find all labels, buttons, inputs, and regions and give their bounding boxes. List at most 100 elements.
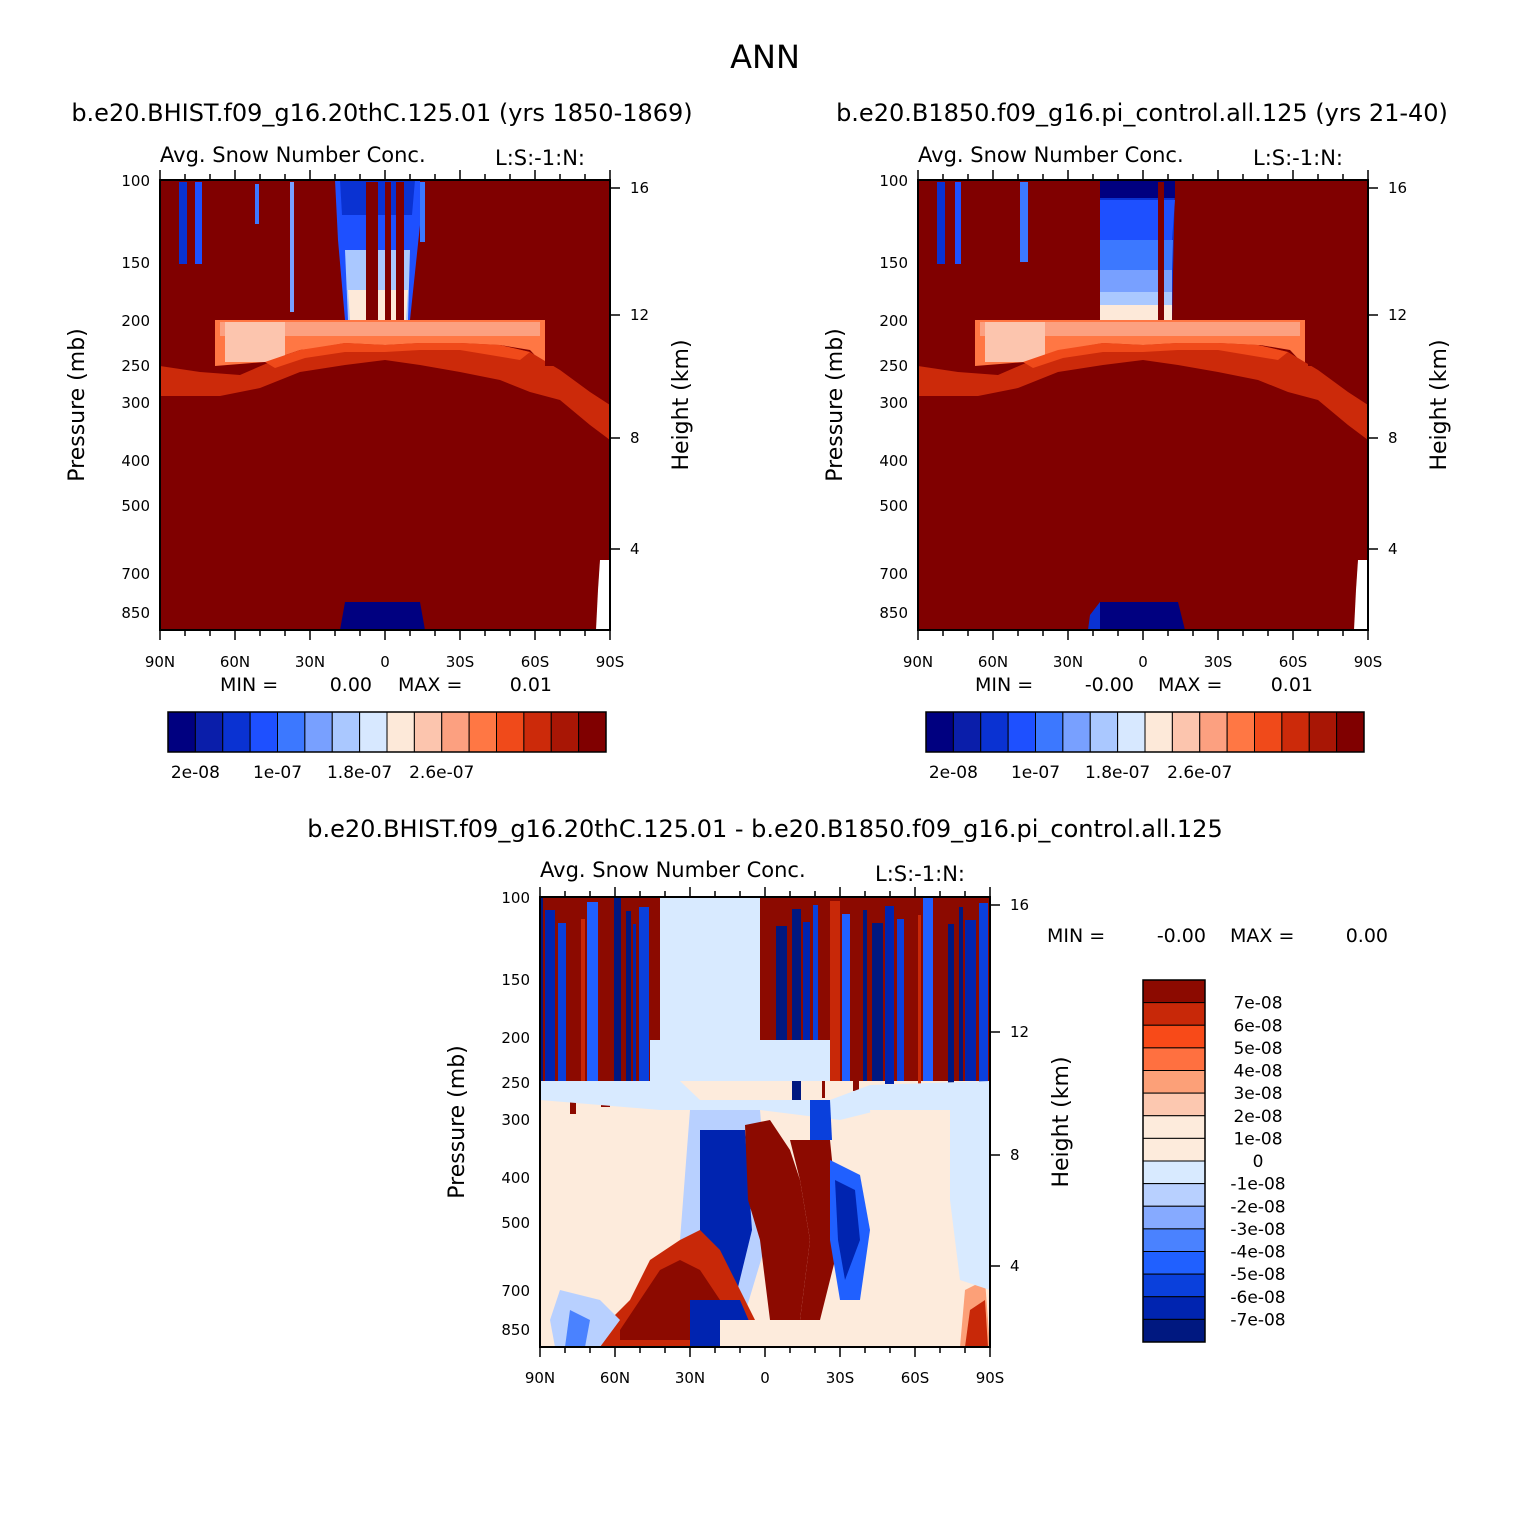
colorbar-label: 1.8e-07 [1085, 763, 1150, 783]
right-tick: 12 [1010, 1023, 1029, 1041]
colorbar-top-right: 2e-08 1e-07 1.8e-07 2.6e-07 [925, 711, 1365, 783]
colorbar-swatch [1142, 1251, 1206, 1275]
colorbar-label: 1e-07 [1011, 763, 1060, 783]
x-tick: 90N [145, 653, 175, 671]
x-tick: 0 [760, 1369, 770, 1387]
colorbar-swatch [1226, 711, 1255, 753]
y-tick: 700 [879, 565, 908, 583]
y-tick: 150 [121, 254, 150, 272]
colorbar-swatch [578, 711, 607, 753]
colorbar-swatch [1142, 1002, 1206, 1026]
colorbar-label: 3e-08 [1233, 1084, 1282, 1104]
colorbar-swatch [550, 711, 580, 753]
y-tick: 250 [501, 1074, 530, 1092]
colorbar-label: 1e-08 [1233, 1129, 1282, 1149]
x-tick: 90N [525, 1369, 555, 1387]
colorbar-swatch [1142, 1273, 1206, 1298]
min-value: 0.00 [330, 674, 372, 696]
colorbar-label: -7e-08 [1230, 1310, 1285, 1330]
right-tick: 16 [630, 179, 649, 197]
colorbar-swatch [441, 711, 470, 753]
colorbar-swatch [496, 711, 525, 753]
colorbar-swatch [1308, 711, 1338, 753]
panel-top-left: Avg. Snow Number Conc. L:S:-1:N: 100 150… [65, 143, 694, 783]
colorbar-swatch [1142, 1296, 1206, 1320]
right-axis-label: Height (km) [1049, 1056, 1074, 1187]
panel-top-left-field [160, 180, 610, 630]
colorbar-label: -6e-08 [1230, 1288, 1285, 1308]
x-tick: 0 [1138, 653, 1148, 671]
colorbar-label: 2e-08 [1233, 1107, 1282, 1127]
colorbar-swatch [194, 711, 224, 753]
right-axis-label: Height (km) [1427, 339, 1452, 470]
right-tick: 4 [630, 540, 640, 558]
x-tick: 30S [1204, 653, 1233, 671]
x-tick: 30S [826, 1369, 855, 1387]
colorbar-frame [167, 711, 607, 753]
max-label: MAX = [1230, 925, 1294, 947]
y-tick: 700 [121, 565, 150, 583]
y-tick: 850 [501, 1321, 530, 1339]
colorbar-label: 6e-08 [1233, 1016, 1282, 1036]
colorbar-swatch [1035, 711, 1064, 753]
colorbar-swatch [1142, 1137, 1206, 1162]
y-tick: 850 [879, 604, 908, 622]
panel-top-left-corner-label: L:S:-1:N: [495, 146, 585, 170]
right-tick: 8 [630, 429, 640, 447]
colorbar-label: -3e-08 [1230, 1220, 1285, 1240]
colorbar-label: -5e-08 [1230, 1265, 1285, 1285]
colorbar-label: 0 [1253, 1152, 1264, 1172]
colorbar-swatch [1144, 711, 1173, 753]
min-label: MIN = [220, 674, 278, 696]
panel-difference-corner-label: L:S:-1:N: [875, 862, 965, 886]
panel-top-right-field [918, 180, 1368, 630]
right-tick: 12 [1388, 306, 1407, 324]
y-tick: 250 [121, 357, 150, 375]
colorbar-swatch [222, 711, 251, 753]
panel-top-right-title: Avg. Snow Number Conc. [918, 143, 1184, 167]
colorbar-swatch [925, 711, 954, 753]
colorbar-swatch [1142, 1092, 1206, 1117]
x-tick: 90S [1354, 653, 1383, 671]
panel-top-right-corner-label: L:S:-1:N: [1253, 146, 1343, 170]
colorbar-swatch [1142, 1183, 1206, 1207]
colorbar-label: 5e-08 [1233, 1039, 1282, 1059]
y-tick: 100 [121, 172, 150, 190]
x-tick: 60S [521, 653, 550, 671]
x-tick: 60N [978, 653, 1008, 671]
y-tick: 250 [879, 357, 908, 375]
right-case-title: b.e20.B1850.f09_g16.pi_control.all.125 (… [836, 99, 1448, 127]
max-value: 0.01 [1271, 674, 1313, 696]
colorbar-swatch [1142, 979, 1206, 1004]
x-tick: 30N [1053, 653, 1083, 671]
y-axis-label: Pressure (mb) [65, 328, 90, 482]
panel-difference-title: Avg. Snow Number Conc. [540, 858, 806, 882]
y-tick: 200 [501, 1029, 530, 1047]
colorbar-label: 1e-07 [253, 763, 302, 783]
colorbar-swatch [1089, 711, 1119, 753]
panel-difference: Avg. Snow Number Conc. L:S:-1:N: 100 150… [445, 858, 1388, 1387]
x-tick: 0 [380, 653, 390, 671]
panel-top-right: Avg. Snow Number Conc. L:S:-1:N: 100 150… [823, 143, 1452, 783]
colorbar-swatch [1199, 711, 1228, 753]
y-tick: 500 [121, 497, 150, 515]
colorbar-swatch [468, 711, 497, 753]
colorbar-swatch [1142, 1205, 1206, 1230]
colorbar-swatch [1142, 1318, 1206, 1343]
right-tick: 8 [1010, 1146, 1020, 1164]
colorbar-swatch [1142, 1047, 1206, 1071]
colorbar-label: -2e-08 [1230, 1197, 1285, 1217]
colorbar-label: -4e-08 [1230, 1243, 1285, 1263]
colorbar-label: 2e-08 [171, 763, 220, 783]
max-label: MAX = [1158, 674, 1222, 696]
y-tick: 400 [879, 452, 908, 470]
x-tick: 90N [903, 653, 933, 671]
x-tick: 60S [901, 1369, 930, 1387]
colorbar-label: 2e-08 [929, 763, 978, 783]
x-tick: 60N [600, 1369, 630, 1387]
colorbar-swatch [1142, 1160, 1206, 1185]
diff-case-title: b.e20.BHIST.f09_g16.20thC.125.01 - b.e20… [307, 815, 1222, 843]
x-tick: 90S [976, 1369, 1005, 1387]
